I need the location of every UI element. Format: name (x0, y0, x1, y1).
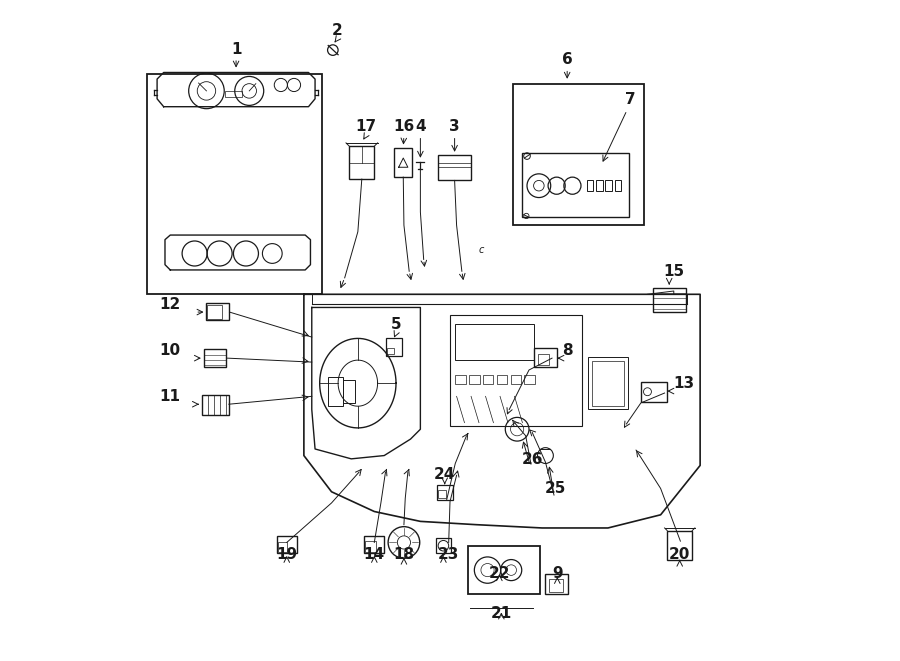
Text: 25: 25 (544, 481, 566, 496)
Bar (525, 375, 535, 385)
Bar (596, 180, 603, 191)
Text: 7: 7 (625, 92, 635, 106)
Bar (468, 547, 539, 594)
Text: 12: 12 (159, 297, 180, 312)
Text: 11: 11 (159, 389, 180, 405)
Bar (278, 543, 287, 552)
Bar (549, 578, 563, 592)
Text: 1: 1 (230, 42, 241, 57)
Bar (277, 536, 297, 553)
Bar (545, 574, 569, 594)
Text: 13: 13 (674, 376, 695, 391)
Text: 26: 26 (521, 452, 543, 467)
Bar (206, 303, 229, 320)
Bar (438, 490, 446, 498)
Text: 23: 23 (438, 547, 459, 563)
Text: 21: 21 (491, 606, 512, 621)
Text: 18: 18 (393, 547, 415, 563)
Text: 20: 20 (669, 547, 690, 563)
Bar (535, 348, 557, 368)
Text: 4: 4 (415, 120, 426, 134)
Bar (589, 357, 627, 409)
Bar (203, 349, 226, 368)
Text: 22: 22 (489, 566, 510, 580)
Bar (652, 288, 686, 312)
Bar (225, 91, 242, 97)
Bar (202, 395, 230, 414)
Bar (455, 375, 466, 385)
Bar (667, 531, 692, 560)
Bar (641, 382, 667, 402)
Text: 19: 19 (276, 547, 297, 563)
Text: 5: 5 (391, 317, 401, 332)
Bar (469, 375, 480, 385)
Bar (606, 180, 612, 191)
Bar (344, 380, 356, 403)
Bar (483, 375, 493, 385)
Text: 14: 14 (364, 547, 385, 563)
Bar (537, 354, 549, 366)
Bar (591, 362, 625, 407)
Bar (388, 348, 394, 354)
Bar (148, 74, 321, 294)
Text: 24: 24 (434, 467, 455, 482)
Bar (349, 146, 374, 179)
Bar (394, 148, 412, 177)
Bar (365, 541, 375, 552)
Text: c: c (479, 245, 484, 255)
Bar (450, 315, 581, 426)
Text: 16: 16 (393, 120, 415, 134)
Text: 10: 10 (159, 343, 180, 358)
Bar (455, 324, 535, 360)
Bar (512, 84, 644, 225)
Bar (587, 180, 593, 191)
Bar (436, 485, 453, 500)
Text: 8: 8 (562, 343, 572, 358)
Bar (497, 375, 508, 385)
Bar (207, 305, 221, 319)
Bar (522, 153, 629, 217)
Bar (386, 338, 402, 356)
Text: 9: 9 (552, 566, 562, 580)
Bar (510, 375, 521, 385)
Text: 3: 3 (449, 120, 460, 134)
Bar (615, 180, 621, 191)
Bar (436, 539, 451, 553)
Bar (364, 536, 383, 553)
Text: 6: 6 (562, 52, 572, 67)
Text: 17: 17 (356, 120, 376, 134)
Text: 2: 2 (331, 23, 342, 38)
Text: 15: 15 (663, 264, 684, 279)
Bar (438, 155, 471, 180)
Bar (328, 377, 343, 407)
